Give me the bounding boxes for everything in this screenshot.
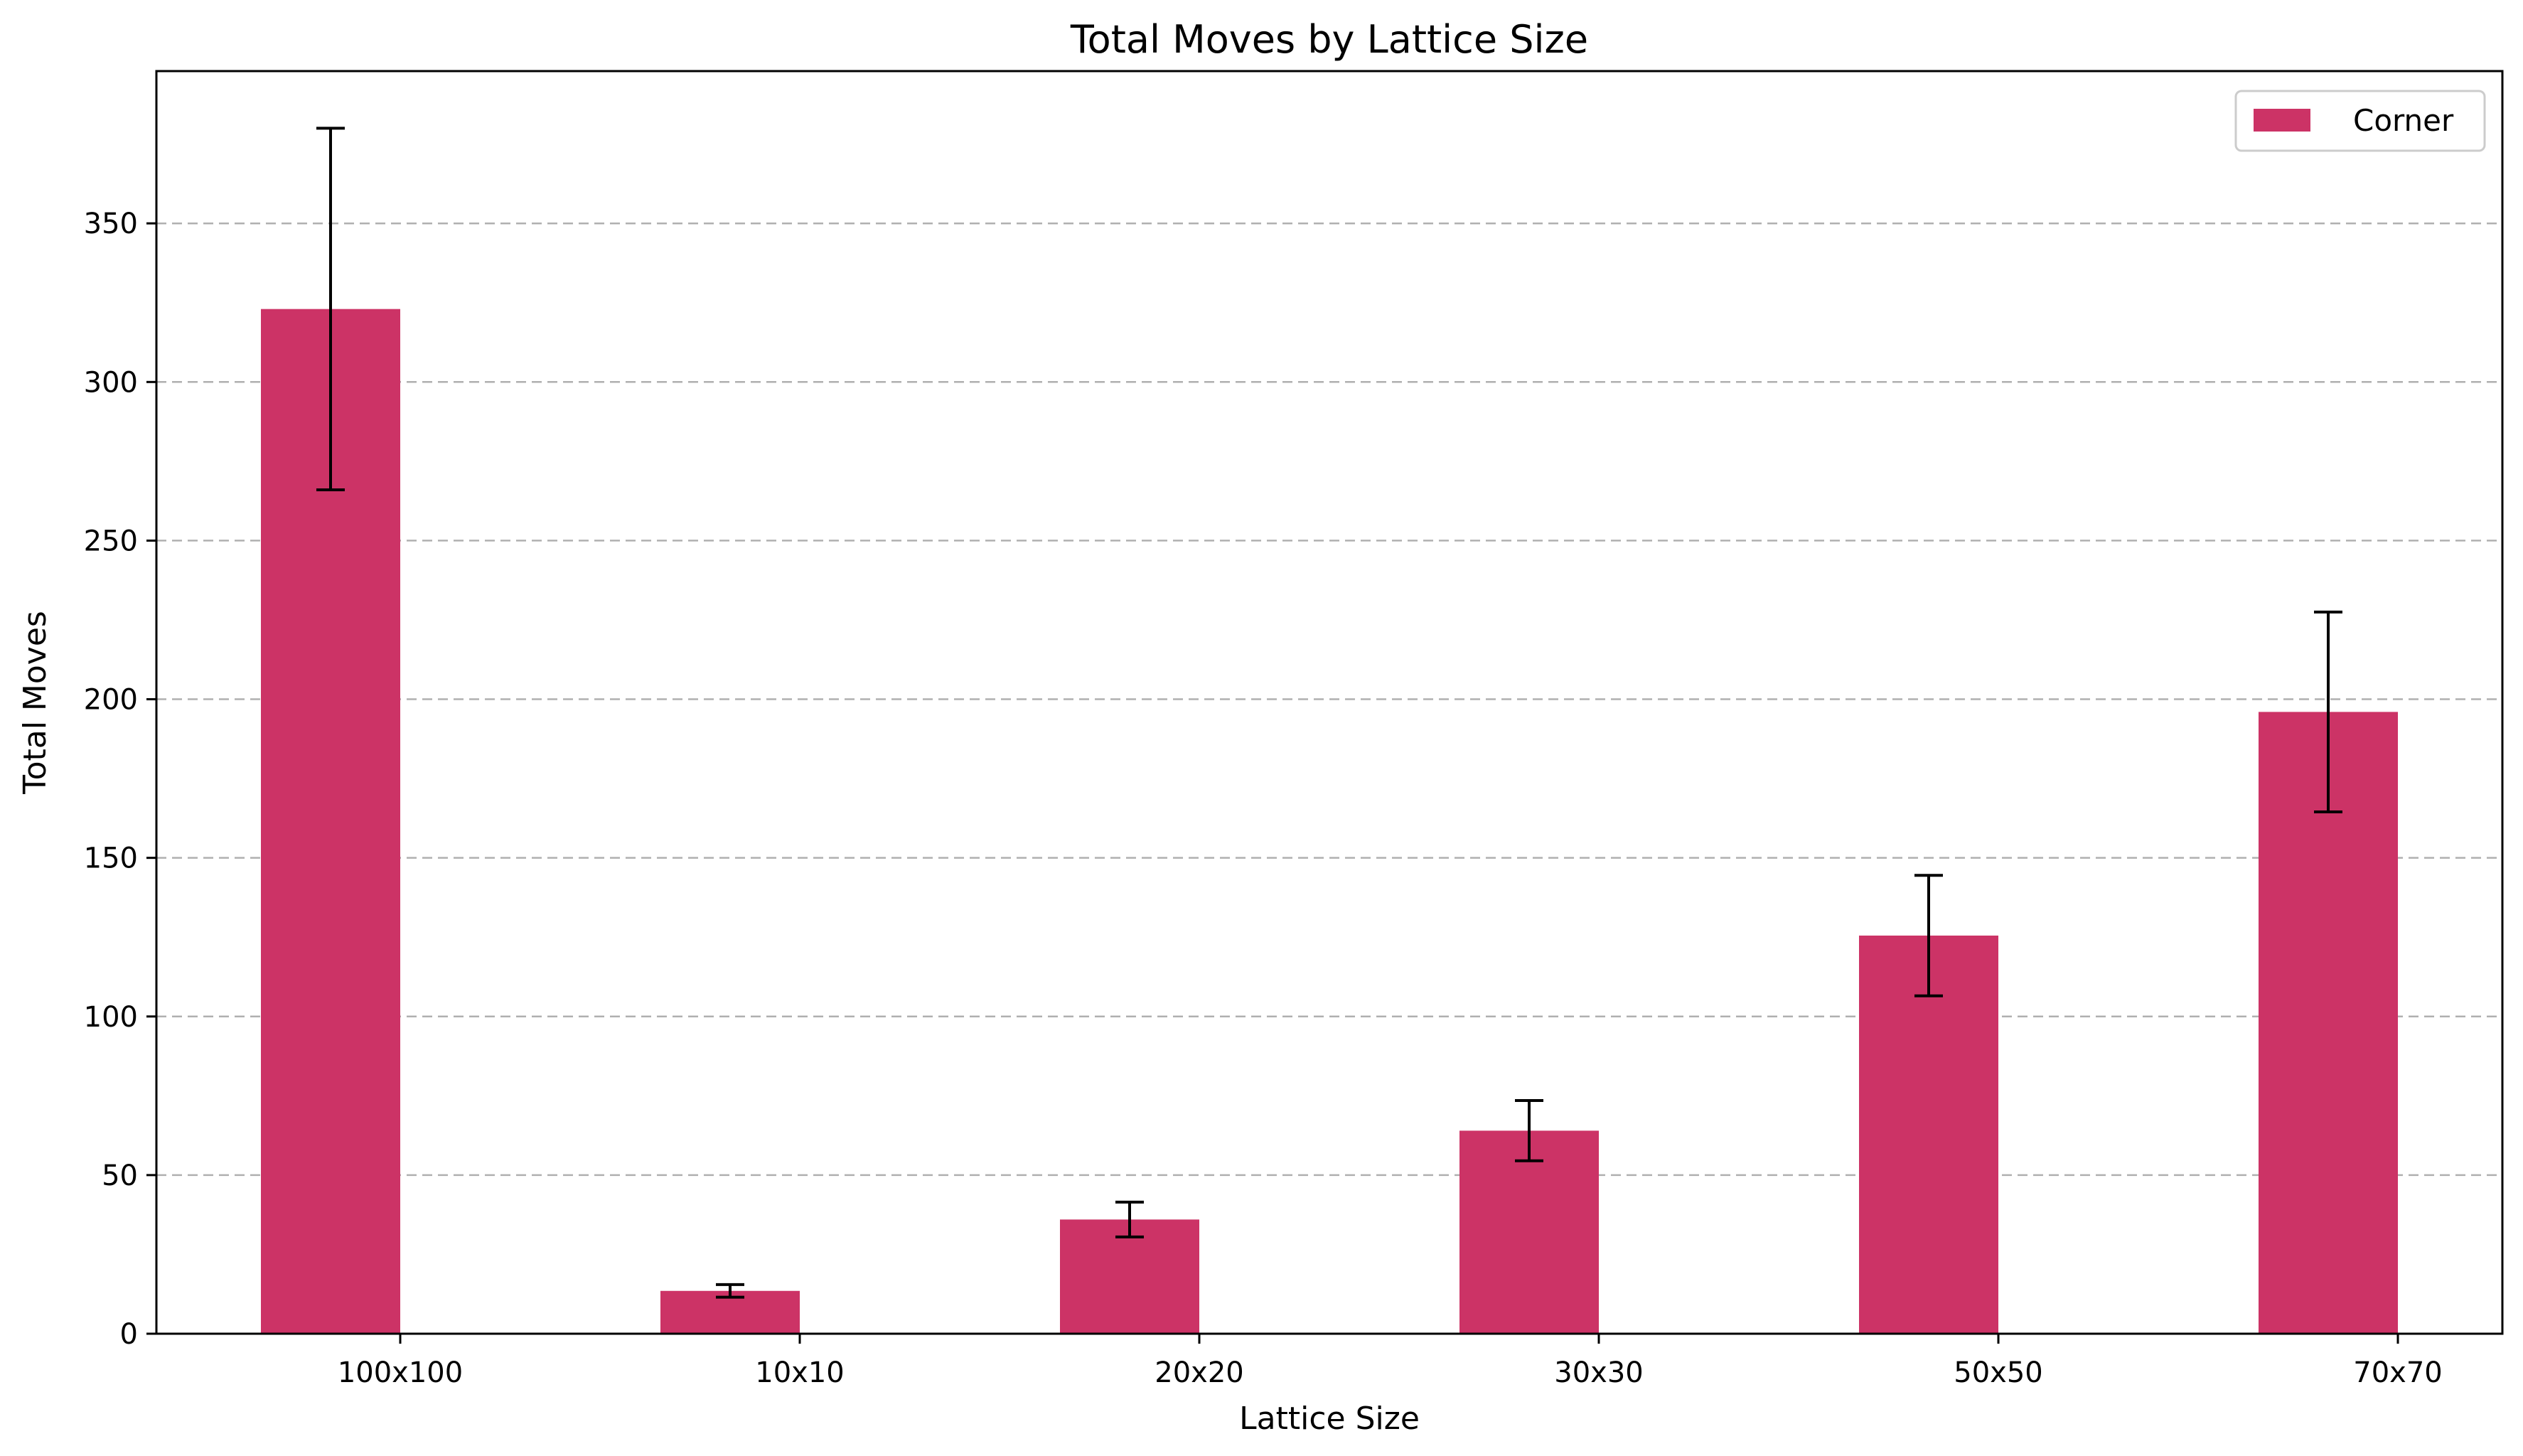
y-tick-label: 350 [84, 208, 138, 240]
x-axis-ticks: 100x100 10x10 20x20 30x30 50x50 70x70 [338, 1334, 2443, 1389]
y-tick-label: 50 [102, 1160, 138, 1192]
y-tick-label: 300 [84, 366, 138, 399]
legend: Corner [2234, 90, 2486, 152]
x-tick-label-30x30: 30x30 [1554, 1356, 1643, 1389]
x-axis-label: Lattice Size [1239, 1401, 1420, 1437]
y-gridlines [156, 222, 2502, 1177]
bar-30x30 [1459, 1130, 1599, 1334]
y-tick-label: 100 [84, 1001, 138, 1034]
chart-title: Total Moves by Lattice Size [1070, 17, 1588, 62]
x-tick-label-10x10: 10x10 [755, 1356, 844, 1389]
x-tick-label-50x50: 50x50 [1954, 1356, 2042, 1389]
y-tick-label: 200 [84, 684, 138, 717]
legend-label-corner: Corner [2353, 103, 2454, 138]
bar-50x50 [1859, 935, 1998, 1334]
legend-swatch-corner [2254, 109, 2310, 132]
y-axis-label: Total Moves [17, 611, 53, 795]
plot-area-frame [155, 70, 2504, 1335]
x-tick-label-100x100: 100x100 [338, 1356, 463, 1389]
legend-frame [2234, 90, 2486, 152]
x-tick-label-70x70: 70x70 [2353, 1356, 2442, 1389]
x-tick-label-20x20: 20x20 [1155, 1356, 1243, 1389]
bar-70x70 [2259, 712, 2398, 1334]
y-axis-ticks: 0 50 100 150 200 250 300 350 [84, 208, 156, 1351]
y-tick-label: 0 [120, 1318, 138, 1351]
y-tick-label: 150 [84, 842, 138, 875]
bar-20x20 [1060, 1219, 1199, 1334]
y-tick-label: 250 [84, 525, 138, 557]
error-bars [316, 127, 2342, 1299]
